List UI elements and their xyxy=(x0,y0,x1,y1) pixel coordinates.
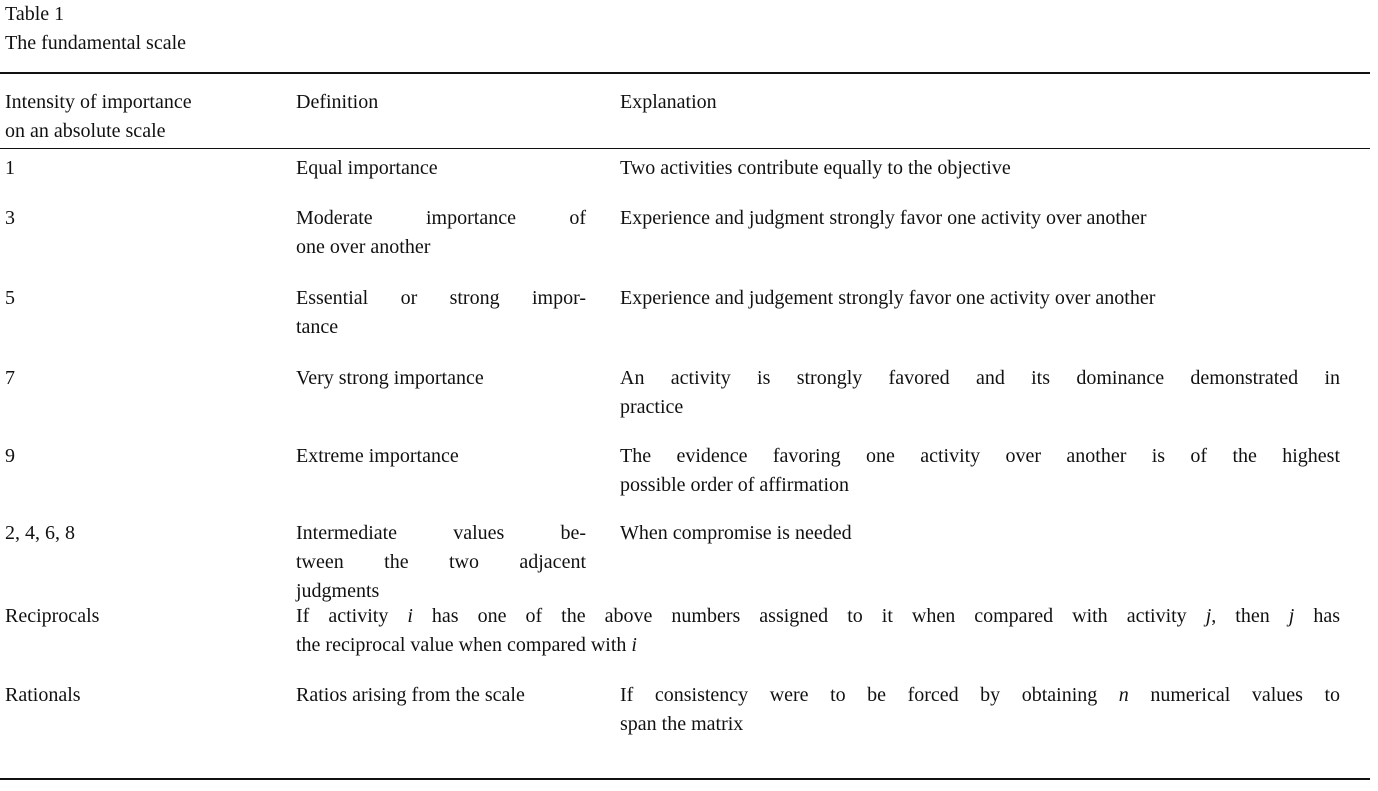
header-intensity-line2: on an absolute scale xyxy=(5,120,166,142)
header-rule xyxy=(0,148,1370,149)
header-intensity-line1: Intensity of importance xyxy=(5,91,192,113)
table-title: The fundamental scale xyxy=(5,32,187,54)
table-row-explanation: When compromise is needed xyxy=(620,522,852,544)
table-row-intensity: 9 xyxy=(5,445,15,467)
table-row-definition: Extreme importance xyxy=(296,445,459,467)
table-row-definition: Intermediate values be- tween the two ad… xyxy=(296,522,586,602)
table-row-definition: Moderate importance of one over another xyxy=(296,207,586,258)
table-row-intensity: 5 xyxy=(5,287,15,309)
table-caption: Table 1 The fundamental scale xyxy=(5,0,186,58)
bottom-rule xyxy=(0,778,1370,780)
table-row-intensity: 7 xyxy=(5,367,15,389)
table-label: Table 1 xyxy=(5,3,65,25)
table-row-intensity: Rationals xyxy=(5,684,81,706)
table-row-explanation: The evidence favoring one activity over … xyxy=(620,445,1340,496)
table-row-intensity: Reciprocals xyxy=(5,605,100,627)
table-row-explanation: An activity is strongly favored and its … xyxy=(620,367,1340,418)
header-definition: Definition xyxy=(296,91,379,113)
table-row-explanation: If consistency were to be forced by obta… xyxy=(620,684,1340,735)
table-row-definition: Essential or strong impor- tance xyxy=(296,287,586,338)
table-row-explanation: Experience and judgement strongly favor … xyxy=(620,287,1156,309)
table-row-intensity: 3 xyxy=(5,207,15,229)
table-row-explanation: Experience and judgment strongly favor o… xyxy=(620,207,1147,229)
table-row-definition: Equal importance xyxy=(296,157,438,179)
table-row-intensity: 1 xyxy=(5,157,15,179)
header-explanation: Explanation xyxy=(620,91,717,113)
table-row-definition: Very strong importance xyxy=(296,367,484,389)
table-row-intensity: 2, 4, 6, 8 xyxy=(5,522,75,544)
table-row-spanning-explanation: If activity i has one of the above numbe… xyxy=(296,605,1340,656)
table-row-explanation: Two activities contribute equally to the… xyxy=(620,157,1011,179)
header-intensity: Intensity of importance on an absolute s… xyxy=(5,88,275,146)
top-rule xyxy=(0,72,1370,74)
table-row-definition: Ratios arising from the scale xyxy=(296,684,525,706)
